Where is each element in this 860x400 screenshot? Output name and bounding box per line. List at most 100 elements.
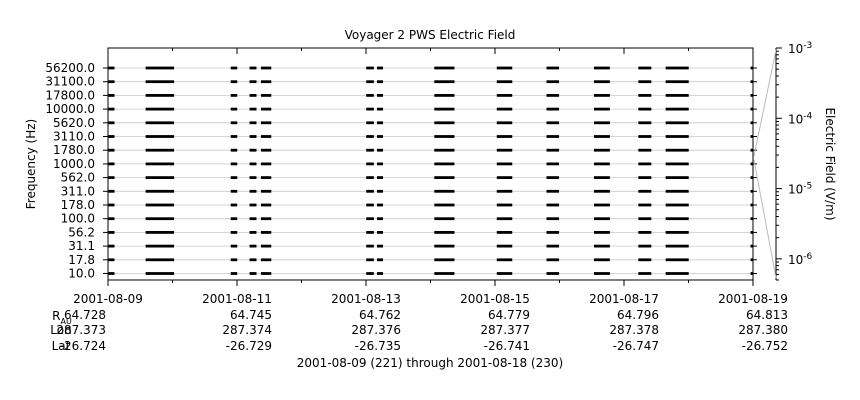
- channel-band: [496, 162, 513, 166]
- channel-band: [260, 80, 272, 84]
- channel-band: [638, 66, 652, 70]
- channel-band: [230, 135, 238, 138]
- channel-band: [108, 80, 115, 84]
- channel-band: [145, 135, 175, 138]
- r-au-label: RAU: [52, 309, 72, 326]
- r-au-value: 64.796: [617, 308, 659, 322]
- channel-band: [750, 162, 753, 166]
- channel-band: [638, 189, 652, 193]
- channel-band: [376, 66, 384, 70]
- channel-band: [230, 272, 238, 275]
- lon-label: Lon: [50, 323, 71, 337]
- channel-band: [638, 203, 652, 207]
- y-tick-label: 56.2: [68, 225, 95, 239]
- channel-band: [366, 94, 374, 97]
- channel-band: [496, 176, 513, 179]
- channel-band: [750, 203, 753, 207]
- channel-band: [665, 244, 689, 248]
- data-segment: [750, 66, 753, 275]
- channel-band: [496, 244, 513, 248]
- colorbar-tick-label: 10-6: [788, 252, 813, 267]
- channel-band: [496, 203, 513, 207]
- channel-band: [496, 107, 513, 111]
- channel-band: [638, 231, 652, 234]
- channel-band: [593, 217, 610, 221]
- channel-band: [249, 162, 257, 166]
- channel-band: [496, 217, 513, 221]
- channel-band: [376, 189, 384, 193]
- channel-band: [638, 121, 652, 125]
- data-segment: [230, 66, 238, 275]
- channel-band: [249, 231, 257, 234]
- channel-band: [249, 203, 257, 207]
- channel-band: [665, 217, 689, 221]
- y-axis-label: Frequency (Hz): [24, 119, 38, 210]
- channel-band: [665, 231, 689, 234]
- y-tick-label: 100.0: [61, 212, 95, 226]
- lat-value: -26.747: [613, 339, 659, 353]
- channel-band: [665, 258, 689, 262]
- channel-band: [260, 148, 272, 152]
- channel-band: [230, 162, 238, 166]
- channel-band: [750, 135, 753, 138]
- channel-band: [638, 80, 652, 84]
- channel-band: [434, 107, 455, 111]
- channel-band: [249, 80, 257, 84]
- r-au-value: 64.745: [230, 308, 272, 322]
- channel-band: [434, 66, 455, 70]
- channel-band: [750, 244, 753, 248]
- channel-band: [434, 203, 455, 207]
- data-segments: [108, 66, 753, 275]
- channel-band: [496, 231, 513, 234]
- channel-band: [434, 162, 455, 166]
- chart-title: Voyager 2 PWS Electric Field: [345, 28, 516, 42]
- channel-band: [593, 272, 610, 275]
- channel-band: [376, 148, 384, 152]
- channel-band: [750, 107, 753, 111]
- channel-band: [366, 244, 374, 248]
- channel-band: [593, 66, 610, 70]
- channel-band: [260, 258, 272, 262]
- channel-band: [108, 203, 115, 207]
- x-tick-label: 2001-08-19: [718, 292, 788, 306]
- channel-band: [108, 66, 115, 70]
- channel-band: [230, 176, 238, 179]
- x-tick-label: 2001-08-11: [202, 292, 272, 306]
- channel-band: [376, 107, 384, 111]
- channel-band: [546, 217, 560, 221]
- y-tick-label: 3110.0: [53, 130, 95, 144]
- lon-value: 287.373: [56, 323, 106, 337]
- channel-band: [366, 121, 374, 125]
- lat-value: -26.741: [484, 339, 530, 353]
- channel-band: [108, 148, 115, 152]
- channel-band: [434, 80, 455, 84]
- channel-band: [593, 176, 610, 179]
- channel-band: [108, 135, 115, 138]
- channel-band: [145, 189, 175, 193]
- lat-value: -26.724: [60, 339, 106, 353]
- channel-band: [546, 80, 560, 84]
- channel-band: [366, 135, 374, 138]
- colorbar-tick-label: 10-5: [788, 182, 812, 197]
- channel-band: [638, 272, 652, 275]
- channel-band: [665, 189, 689, 193]
- channel-band: [108, 121, 115, 125]
- channel-band: [546, 189, 560, 193]
- channel-band: [638, 176, 652, 179]
- data-segment: [376, 66, 384, 275]
- channel-band: [638, 94, 652, 97]
- channel-band: [260, 162, 272, 166]
- channel-band: [249, 189, 257, 193]
- channel-band: [546, 148, 560, 152]
- channel-band: [249, 107, 257, 111]
- channel-band: [638, 244, 652, 248]
- channel-band: [750, 148, 753, 152]
- channel-band: [546, 203, 560, 207]
- channel-band: [593, 258, 610, 262]
- channel-band: [593, 231, 610, 234]
- y-tick-label: 56200.0: [45, 61, 95, 75]
- channel-band: [750, 94, 753, 97]
- channel-band: [496, 94, 513, 97]
- channel-band: [145, 121, 175, 125]
- channel-band: [230, 217, 238, 221]
